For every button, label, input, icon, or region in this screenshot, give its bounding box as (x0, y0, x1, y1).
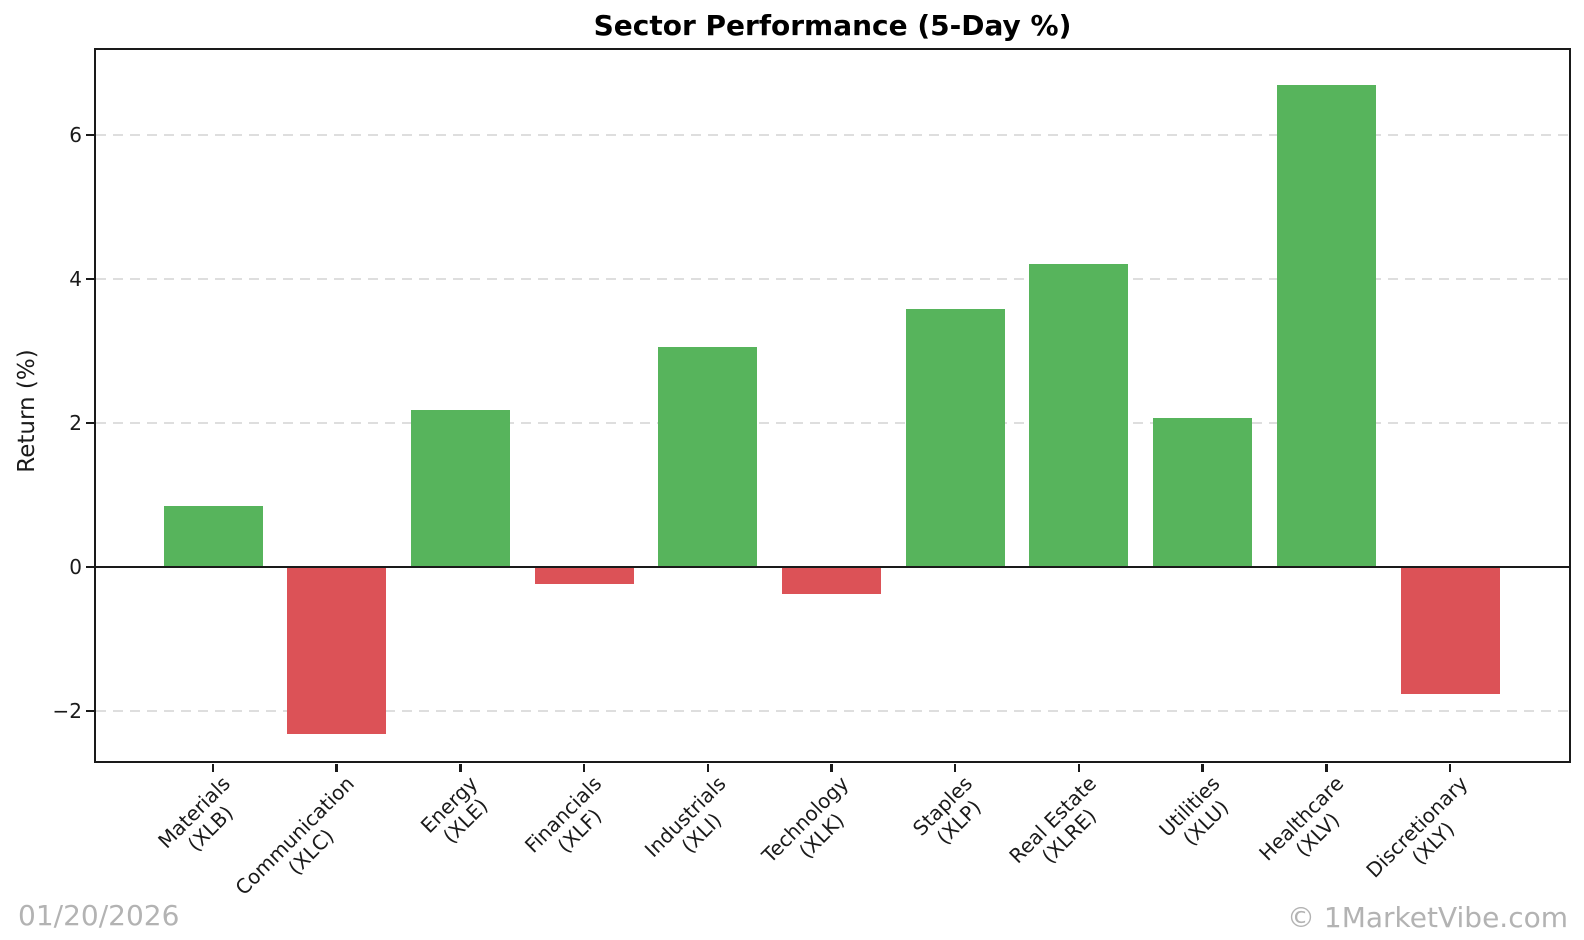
x-tick-xly (1448, 763, 1452, 772)
x-tick-xli (706, 763, 710, 772)
x-tick-label-xlk: Technology (XLK) (757, 771, 854, 868)
x-tick-label-xlb: Materials (XLB) (153, 771, 239, 857)
bar-xli (658, 346, 758, 567)
bar-xlk (782, 567, 881, 594)
gridline-y-2 (96, 710, 1569, 712)
bar-xlu (1153, 417, 1253, 567)
gridline-y2 (96, 422, 1569, 424)
bar-xle (410, 410, 510, 567)
y-tick-label-4: 4 (69, 267, 82, 291)
y-tick-label-2: 2 (69, 411, 82, 435)
gridline-y6 (96, 134, 1569, 136)
y-tick-label-0: 0 (69, 555, 82, 579)
x-tick-xlc (335, 763, 338, 772)
x-tick-label-xlf: Financials (XLF) (520, 771, 607, 858)
x-tick-xlb (211, 763, 215, 772)
bar-xlc (287, 567, 387, 735)
y-tick-label--2: −2 (52, 699, 82, 723)
x-tick-xlv (1325, 763, 1328, 772)
x-tick-label-xli: Industrials (XLI) (639, 771, 731, 862)
y-tick-4 (85, 277, 94, 281)
y-tick--2 (85, 709, 94, 713)
x-tick-label-xlre: Real Estate (XLRE) (1004, 771, 1102, 869)
x-tick-label-xlp: Staples (XLP) (908, 771, 987, 850)
x-tick-xlk (830, 763, 833, 772)
watermark-date: 01/20/2026 (18, 899, 180, 932)
x-tick-label-xlu: Utilities (XLU) (1154, 771, 1234, 851)
bar-xlre (1029, 263, 1129, 567)
bar-xly (1400, 567, 1500, 695)
watermark-credit: © 1MarketVibe.com (1287, 901, 1568, 934)
x-tick-xlu (1201, 763, 1204, 772)
bar-xlv (1276, 84, 1376, 567)
bar-xlf (534, 567, 634, 584)
y-tick-label-6: 6 (69, 123, 82, 147)
bar-xlp (905, 309, 1005, 567)
x-tick-label-xlc: Communication (XLC) (230, 771, 359, 900)
x-tick-label-xly: Discretionary (XLY) (1361, 771, 1473, 883)
x-tick-xlf (582, 763, 586, 772)
x-tick-label-xle: Energy (XLE) (416, 771, 493, 849)
y-tick-6 (85, 133, 94, 137)
plot-area: −2 0 2 4 6 Materials (XLB) Communication (XLC)… (53, 48, 1571, 900)
y-tick-0 (85, 565, 94, 569)
x-tick-xlp (953, 763, 957, 772)
gridline-y4 (96, 278, 1569, 280)
bar-xlb (163, 505, 263, 567)
x-tick-xle (459, 763, 462, 772)
x-tick-label-xlv: Healthcare (XLV) (1254, 771, 1349, 866)
zero-axis-line (96, 565, 1569, 569)
y-tick-2 (85, 421, 94, 425)
x-tick-xlre (1077, 763, 1081, 772)
chart-title: Sector Performance (5-Day %) (593, 9, 1072, 42)
